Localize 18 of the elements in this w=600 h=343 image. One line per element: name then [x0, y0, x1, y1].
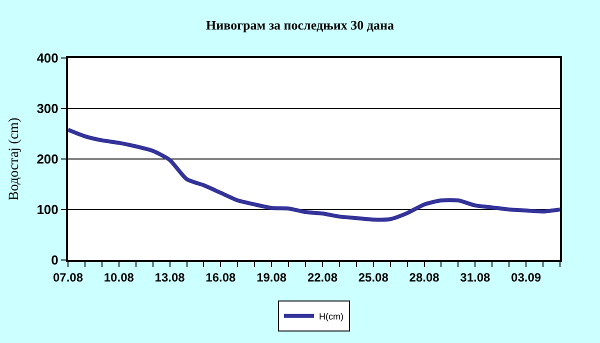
x-tick-label: 25.08	[358, 270, 389, 284]
x-tick-label: 10.08	[104, 270, 134, 284]
x-tick-label: 07.08	[52, 270, 84, 284]
y-tick-label: 200	[36, 152, 58, 167]
x-tick-label: 31.08	[460, 270, 491, 284]
x-tick-label: 22.08	[307, 270, 338, 284]
y-axis-title: Водостај (cm)	[6, 117, 22, 200]
chart-title: Нивограм за последњих 30 дана	[206, 18, 394, 33]
x-tick-label: 16.08	[206, 270, 236, 284]
y-tick-label: 100	[36, 202, 58, 218]
y-tick-label: 300	[36, 101, 58, 116]
x-tick-label: 13.08	[154, 270, 186, 284]
legend-label: H(cm)	[319, 311, 344, 322]
y-tick-label: 400	[36, 50, 58, 66]
x-tick-label: 03.09	[511, 270, 542, 284]
y-tick-label: 0	[51, 252, 58, 268]
x-tick-label: 28.08	[409, 270, 440, 284]
x-tick-label: 19.08	[256, 270, 287, 284]
